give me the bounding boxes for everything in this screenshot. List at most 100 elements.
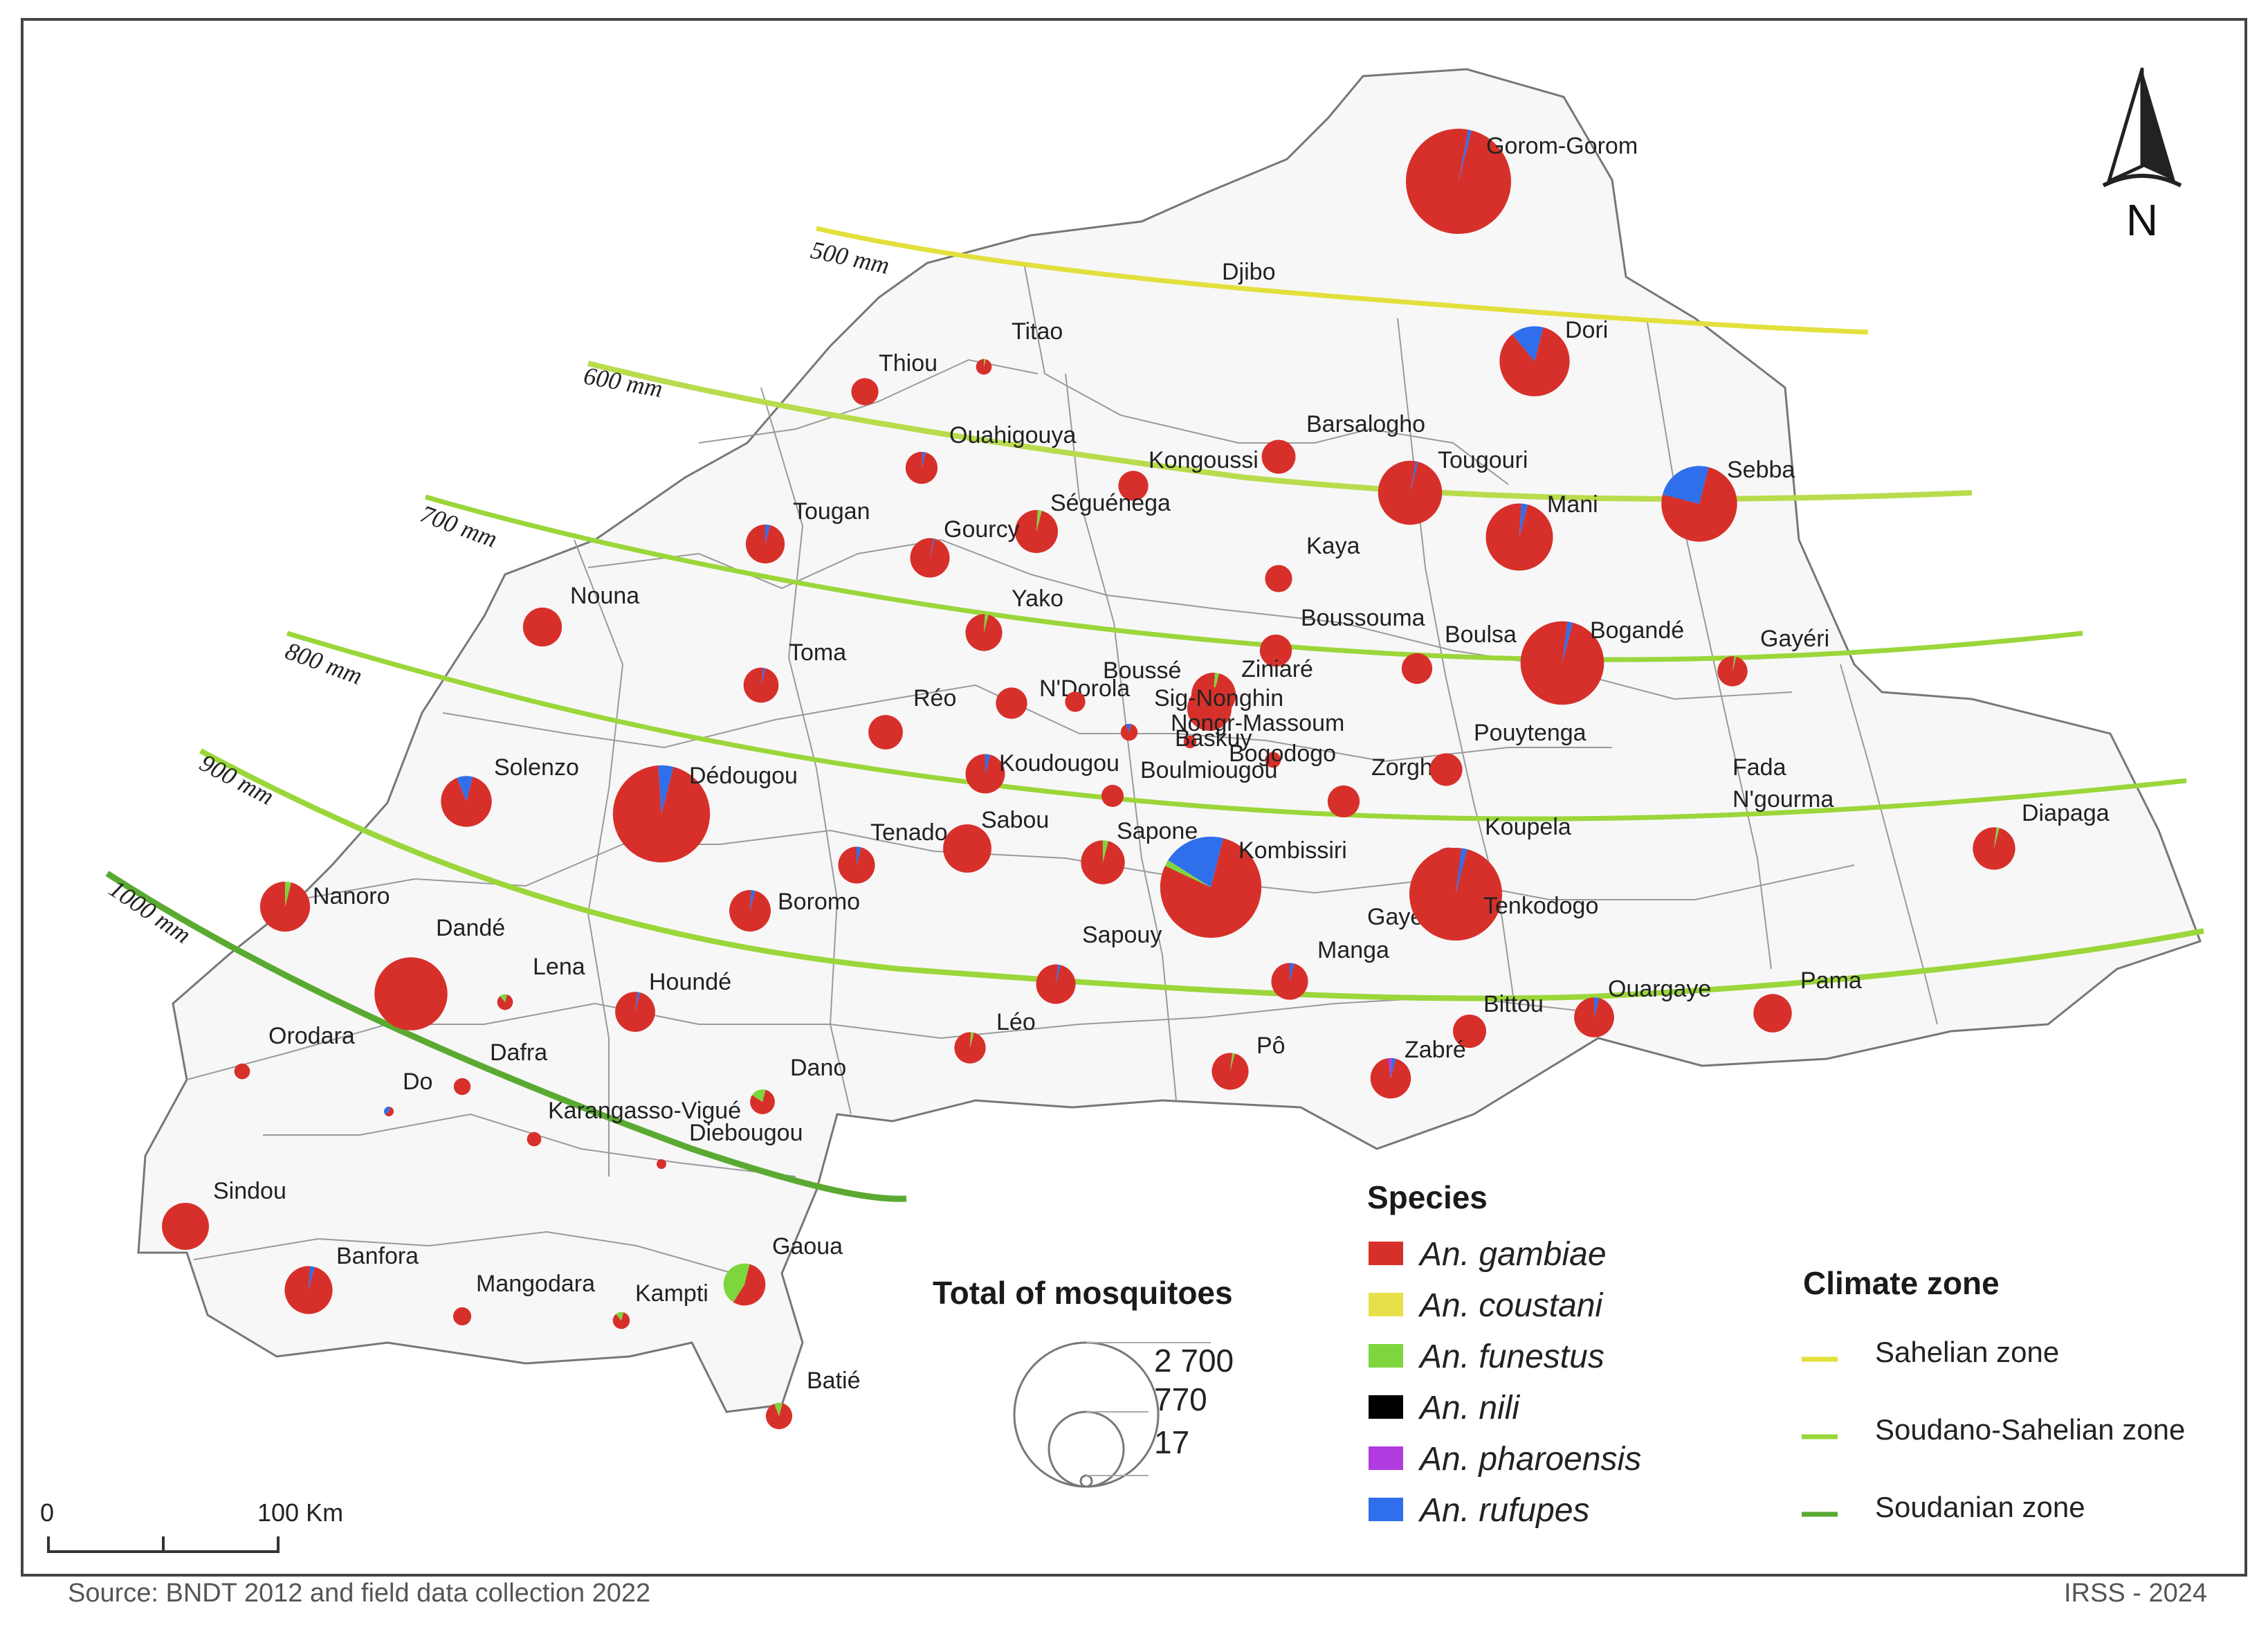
site-pie: Bittou: [1452, 991, 1544, 1049]
pie-slice-gambiae: [765, 1403, 793, 1430]
credit-note: IRSS - 2024: [2064, 1579, 2207, 1608]
site-label: Nouna: [570, 583, 639, 609]
site-pie: Kongoussi: [1118, 447, 1259, 501]
site-label: Dori: [1565, 317, 1608, 343]
site-label: Solenzo: [494, 754, 579, 781]
pie-slice-gambiae: [1120, 724, 1138, 741]
site-pie: Banfora: [284, 1243, 419, 1314]
site-label: Réo: [913, 685, 956, 711]
site-label: N'Dorola: [1039, 675, 1130, 702]
pie-slice-funestus: [284, 881, 291, 907]
pie-slice-funestus: [500, 994, 507, 1002]
pie-slice-gambiae: [385, 1107, 394, 1116]
site-label: Kampti: [635, 1280, 708, 1307]
site-label: Sabou: [981, 807, 1049, 833]
species-swatch-coustani: [1369, 1293, 1403, 1316]
site-label: Bittou: [1483, 991, 1544, 1017]
climate-label: Soudano-Sahelian zone: [1875, 1413, 2185, 1446]
species-legend: Species An. gambiae An. coustani An. funes…: [1367, 1179, 1641, 1529]
pie-slice-gambiae: [743, 667, 779, 703]
pie-slice-gambiae: [259, 881, 311, 932]
site-pie: Mangodara: [452, 1271, 595, 1326]
species-swatch-gambiae: [1369, 1242, 1403, 1265]
pie-slice-gambiae: [1973, 827, 2015, 870]
pie-slice-gambiae: [1409, 847, 1503, 941]
pie-slice-rufupes: [1662, 466, 1709, 504]
climate-label: Soudanian zone: [1875, 1491, 2085, 1523]
site-label: Dafra: [490, 1040, 547, 1066]
pie-slice-gambiae: [905, 451, 938, 484]
pie-slice-gambiae: [965, 614, 1003, 651]
pie-slice-gambiae: [838, 846, 875, 884]
site-label: Batié: [807, 1368, 861, 1394]
site-label: Ouargaye: [1608, 976, 1711, 1002]
pie-slice-funestus: [1164, 860, 1211, 887]
site-pie: Kombissiri: [1160, 836, 1347, 938]
pie-slice-funestus: [1230, 1053, 1235, 1071]
site-pie: Bogodogo: [1229, 741, 1336, 768]
pie-slice-rufupes: [1410, 461, 1418, 493]
site-pie: Gaoua: [723, 1233, 843, 1306]
site-pie: Mani: [1485, 491, 1598, 571]
pie-slice-funestus: [1036, 510, 1042, 532]
site-pie: Nanoro: [259, 881, 390, 932]
pie-slice-rufupes: [1593, 997, 1600, 1017]
site-pie: Dafra: [453, 1040, 547, 1096]
site-pie: Sabou: [943, 807, 1049, 873]
site-label: Gorom-Gorom: [1486, 133, 1638, 159]
site-pie: Boulmiougou: [1101, 757, 1277, 808]
species-swatch-rufupes: [1369, 1498, 1403, 1521]
site-label: Mani: [1547, 491, 1598, 518]
pie-slice-gambiae: [1327, 785, 1360, 818]
site-pie: Baskuy: [1175, 725, 1252, 752]
site-label: Nongr-Massoum: [1171, 710, 1344, 736]
isohyet-1000: [105, 871, 907, 1202]
pie-slice-gambiae: [910, 538, 950, 578]
site-label: Koudougou: [999, 750, 1119, 777]
source-note: Source: BNDT 2012 and field data collect…: [68, 1579, 650, 1608]
site-pie: Kampti: [612, 1280, 708, 1329]
pie-slice-gambiae: [745, 524, 785, 564]
site-pie: Ouargaye: [1574, 976, 1711, 1037]
site-label: Zabré: [1405, 1037, 1466, 1063]
site-pie: Nongr-Massoum: [1120, 710, 1344, 741]
site-label: Sapone: [1117, 818, 1198, 844]
pie-slice-gambiae: [615, 992, 655, 1032]
pie-slice-rufupes: [1512, 326, 1544, 361]
site-pie: Dori: [1499, 317, 1608, 397]
pie-slice-rufupes: [457, 776, 473, 801]
species-label: An. funestus: [1418, 1338, 1604, 1375]
pie-slice-gambiae: [943, 824, 991, 873]
site-label: Tenado: [870, 819, 948, 846]
scale-bar: 0 100 Km: [40, 1498, 343, 1553]
pie-slice-gambiae: [284, 1266, 333, 1314]
pie-slice-rufupes: [1456, 848, 1467, 894]
site-label: Kongoussi: [1149, 447, 1259, 473]
place-label: Fada: [1732, 754, 1786, 781]
site-pie: Diebougou: [657, 1120, 803, 1169]
site-pies: Gorom-Gorom Dori Titao Thiou Ouahigouya Barsa…: [162, 129, 2110, 1430]
pie-slice-rufupes: [1458, 129, 1472, 181]
pie-slice-funestus: [1102, 840, 1108, 862]
pie-slice-gambiae: [1753, 994, 1792, 1033]
isohyet-lines: [105, 226, 2204, 1202]
site-label: Yako: [1012, 586, 1063, 612]
pie-slice-rufupes: [985, 754, 991, 774]
site-label: Toma: [789, 639, 846, 666]
site-label: Boromo: [778, 889, 860, 915]
site-label: Dano: [790, 1055, 846, 1081]
site-pie: Sig-Nonghin: [1154, 685, 1283, 732]
site-pie: Toma: [743, 639, 846, 703]
pie-slice-rufupes: [658, 765, 674, 814]
pie-slice-rufupes: [765, 524, 770, 544]
size-value-small: 17: [1154, 1424, 1189, 1460]
isohyet-800: [286, 630, 2187, 822]
pie-slice-gambiae: [1118, 471, 1149, 501]
place-label: Dandé: [436, 915, 505, 941]
pie-slice-gambiae: [996, 687, 1027, 719]
pie-slice-rufupes: [761, 667, 766, 685]
site-pie: Lena: [497, 954, 585, 1010]
pie-slice-gambiae: [965, 754, 1005, 794]
species-label: An. pharoensis: [1418, 1441, 1641, 1478]
